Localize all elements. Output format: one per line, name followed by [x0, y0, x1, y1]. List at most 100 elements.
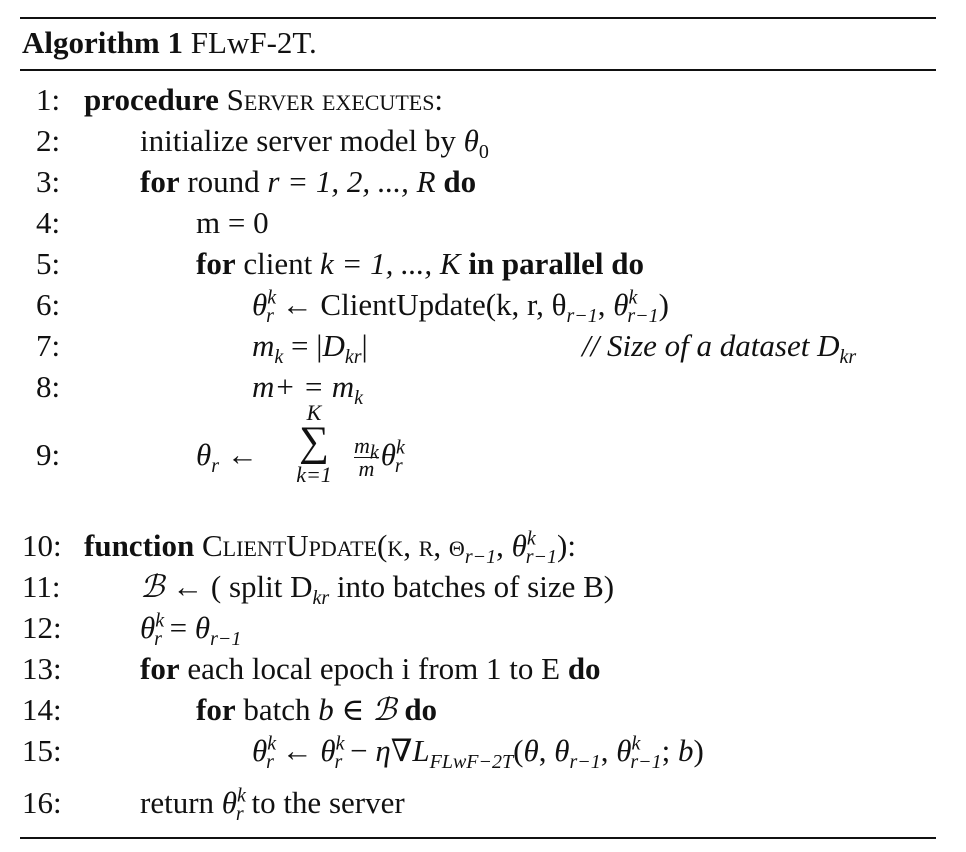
line-code: initialize server model by θ0	[140, 121, 489, 164]
math-theta: θ	[463, 123, 479, 158]
math-arrow: ←	[281, 287, 313, 322]
math-subscript: 0	[478, 141, 489, 164]
math-subscript: kr	[312, 587, 330, 610]
math-arrow: ←	[226, 437, 258, 472]
math-theta: θ	[252, 287, 268, 322]
math-theta: θ	[613, 287, 629, 322]
bottom-rule	[20, 837, 936, 839]
math-subscript: r	[334, 751, 343, 774]
line-code: θkr = θr−1	[140, 609, 242, 651]
line-code: m+ = mk	[252, 367, 364, 410]
top-rule	[20, 17, 936, 19]
algorithm-title: Algorithm 1 FLwF-2T.	[22, 20, 317, 66]
line-number: 5:	[36, 246, 61, 281]
algo-line-6: 6: θkr ← ClientUpdate(k, r, θr−1, θkr−1)	[22, 285, 932, 328]
line-code: for client k = 1, ..., K in parallel do	[196, 244, 644, 284]
keyword-do: do	[443, 164, 477, 199]
math-batches-set: ℬ	[140, 569, 165, 604]
statement-text: batch	[243, 692, 311, 727]
math-subscript: r	[266, 305, 274, 328]
keyword-for: for	[196, 246, 236, 281]
algo-line-8: 8: m+ = mk	[22, 367, 932, 410]
math-d: D	[322, 328, 345, 363]
line-number: 6:	[36, 287, 61, 322]
statement-text: client	[243, 246, 313, 281]
denominator: m	[354, 457, 379, 480]
algorithm-name: FLwF-2T.	[190, 25, 317, 60]
line-code: mk = |Dkr|	[252, 328, 368, 369]
math-superscript: k	[267, 732, 277, 755]
math-subscript: r	[211, 455, 220, 478]
keyword-in-parallel-do: in parallel do	[468, 246, 645, 281]
algo-line-7: 7: mk = |Dkr| // Size of a dataset Dkr	[22, 326, 932, 369]
line-code: function ClientUpdate(k, r, θr−1, θkr−1)…	[84, 527, 576, 569]
math-superscript: k	[628, 286, 638, 309]
math-superscript: k	[526, 527, 536, 550]
keyword-procedure: procedure	[84, 82, 219, 117]
line-code: θkr ← θkr − η∇LFLwF−2T(θ, θr−1, θkr−1; b…	[252, 732, 704, 774]
math-subscript: r−1	[210, 628, 242, 651]
line-number: 2:	[36, 123, 61, 158]
line-number: 7:	[36, 328, 61, 363]
math-subscript: r	[394, 455, 403, 478]
line-code: θr ←	[196, 435, 258, 478]
math-subscript: r−1	[627, 305, 659, 328]
math-expr: b ∈ ℬ	[318, 692, 397, 727]
math-theta: θ	[194, 610, 211, 645]
algo-line-13: 13: for each local epoch i from 1 to E d…	[22, 649, 932, 689]
math-superscript: k	[396, 436, 405, 459]
math-subscript: kr	[839, 346, 857, 369]
math-loss: L	[412, 733, 430, 768]
math-theta: θ	[252, 733, 268, 768]
line-number: 4:	[36, 205, 61, 240]
math-subscript: k	[354, 387, 364, 410]
math-theta: θ	[221, 785, 238, 820]
fraction: mk m	[354, 435, 379, 480]
math-superscript: k	[155, 609, 165, 632]
header-rule	[20, 69, 936, 71]
line-number: 9:	[36, 437, 61, 472]
statement-text: each local epoch	[187, 651, 394, 686]
line-code: ℬ ← ( split Dkr into batches of size B)	[140, 567, 615, 610]
line-code: θkr ← ClientUpdate(k, r, θr−1, θkr−1)	[252, 286, 669, 328]
line-number: 15:	[22, 733, 62, 768]
sum-upper-limit: K	[306, 400, 322, 425]
algo-line-5: 5: for client k = 1, ..., K in parallel …	[22, 244, 932, 284]
line-code: return θkr to the server	[140, 783, 405, 826]
math-theta: θ	[380, 437, 397, 472]
line-code: for batch b ∈ ℬ do	[196, 690, 437, 730]
line-code-rhs: mk m θkr	[352, 435, 405, 480]
algo-line-11: 11: ℬ ← ( split Dkr into batches of size…	[22, 567, 932, 610]
line-number: 13:	[22, 651, 62, 686]
math-subscript: r	[235, 803, 244, 826]
math-expr: k = 1, ..., K	[319, 246, 461, 281]
line-number: 12:	[22, 610, 62, 645]
math-expr: m+ = m	[252, 369, 355, 404]
line-number: 1:	[36, 82, 61, 117]
math-arrow: ←	[172, 569, 204, 604]
call-expr: ClientUpdate(k, r, θ	[320, 287, 567, 322]
math-superscript: k	[237, 784, 246, 807]
math-subscript: r−1	[566, 305, 598, 328]
math-expr: r = 1, 2, ..., R	[267, 164, 436, 199]
math-expr: i from 1 to E	[401, 651, 561, 686]
line-code: for round r = 1, 2, ..., R do	[140, 162, 476, 202]
algo-line-2: 2: initialize server model by θ0	[22, 121, 932, 164]
math-theta: θ	[196, 437, 212, 472]
numerator: mk	[354, 433, 379, 464]
math-superscript: k	[335, 732, 345, 755]
algo-line-12: 12: θkr = θr−1	[22, 608, 932, 651]
statement-text: into batches of size B)	[336, 569, 615, 604]
keyword-for: for	[140, 164, 180, 199]
math-eta: η	[375, 733, 391, 768]
algo-line-14: 14: for batch b ∈ ℬ do	[22, 690, 932, 730]
statement-text: initialize server model by	[140, 123, 456, 158]
algo-line-4: 4: m = 0	[22, 203, 932, 243]
line-code: procedure Server executes:	[84, 80, 443, 120]
line-code: for each local epoch i from 1 to E do	[140, 649, 601, 689]
sum-lower-limit: k=1	[274, 463, 354, 487]
math-subscript: k	[274, 346, 284, 369]
procedure-name: Server executes:	[226, 82, 444, 117]
math-subscript: r−1	[525, 546, 558, 569]
math-m: m	[252, 328, 275, 363]
